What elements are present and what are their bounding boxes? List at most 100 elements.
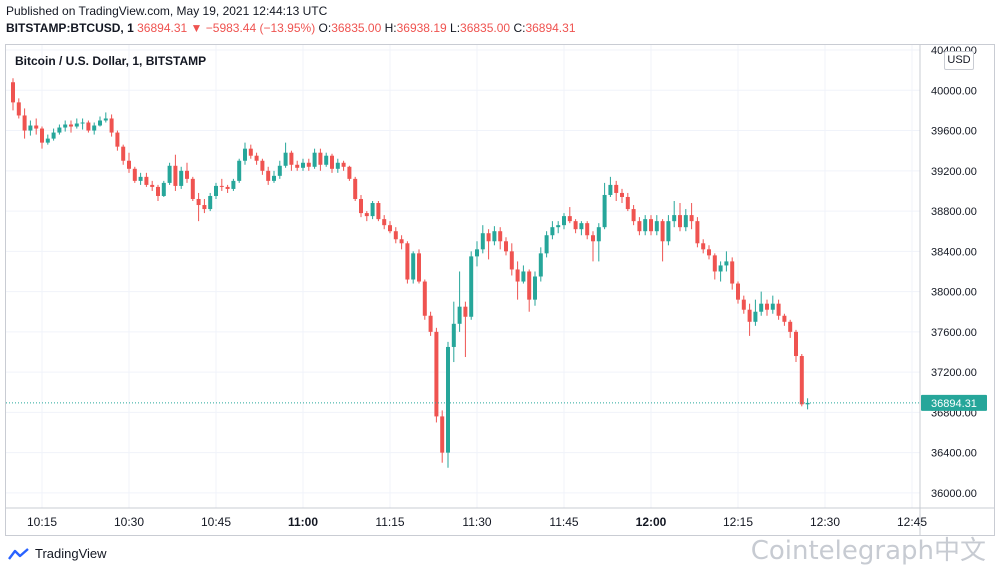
- candle-body: [794, 331, 798, 357]
- candle-body: [382, 219, 387, 226]
- candle: [243, 142, 247, 165]
- candle-body: [173, 165, 178, 186]
- candle: [301, 158, 305, 171]
- candle-body: [614, 184, 619, 193]
- candle-body: [440, 416, 445, 453]
- candle-body: [289, 152, 294, 165]
- candle-body: [34, 125, 39, 129]
- candle: [521, 265, 526, 284]
- candle-body: [399, 239, 404, 244]
- candle: [544, 231, 549, 258]
- candle: [428, 311, 433, 336]
- low-label: L:: [450, 21, 461, 35]
- candle: [695, 217, 700, 248]
- candle-body: [770, 303, 775, 310]
- candle: [567, 207, 572, 224]
- x-tick-label: 11:15: [375, 515, 404, 529]
- candle-body: [22, 115, 27, 131]
- candle-body: [492, 231, 497, 242]
- candle-body: [196, 198, 201, 206]
- low-value: 36835.00: [460, 21, 511, 35]
- candle: [776, 299, 781, 320]
- candle: [208, 192, 213, 212]
- candle: [260, 158, 265, 175]
- candle-body: [51, 132, 56, 139]
- candle-body: [625, 196, 630, 210]
- candle-body: [237, 160, 242, 181]
- candle: [596, 223, 601, 262]
- candle-body: [277, 165, 282, 176]
- candle: [22, 108, 27, 139]
- candle-body: [266, 170, 271, 181]
- candle: [237, 158, 242, 183]
- candle-body: [353, 178, 358, 199]
- candle-body: [527, 271, 532, 300]
- y-tick-label: 38000.00: [931, 287, 977, 299]
- candle-body: [306, 162, 311, 167]
- candle-body: [451, 323, 456, 347]
- candle: [312, 148, 317, 169]
- candle: [179, 166, 184, 189]
- candle: [306, 158, 311, 171]
- candle: [770, 295, 775, 314]
- candle-body: [260, 160, 265, 171]
- candle: [417, 249, 421, 284]
- close-label: C:: [513, 21, 526, 35]
- candle-body: [121, 146, 126, 161]
- candle-body: [74, 123, 79, 127]
- candle: [156, 184, 160, 202]
- candle-body: [765, 303, 769, 310]
- candle-body: [556, 225, 561, 228]
- candle-body: [701, 243, 706, 250]
- candle-body: [312, 152, 317, 167]
- candle: [370, 201, 375, 220]
- candle: [353, 176, 358, 202]
- candle-body: [11, 82, 15, 103]
- candle-body: [718, 265, 723, 272]
- candle: [254, 152, 259, 165]
- currency-badge[interactable]: USD: [944, 51, 974, 70]
- x-tick-label: 10:45: [201, 515, 231, 529]
- x-tick-label: 12:00: [636, 515, 667, 529]
- candle: [475, 241, 479, 267]
- candle-body: [57, 127, 62, 133]
- candle-body: [411, 253, 416, 280]
- candle-body: [689, 215, 694, 222]
- candle-body: [347, 166, 352, 179]
- candle: [248, 144, 253, 159]
- candle-body: [364, 213, 369, 217]
- x-tick-label: 10:30: [114, 515, 144, 529]
- candle: [562, 213, 566, 230]
- candle-body: [776, 303, 781, 316]
- high-label: H:: [384, 21, 397, 35]
- candle-body: [103, 118, 108, 121]
- candle-body: [161, 182, 166, 196]
- candle: [103, 112, 108, 123]
- candle: [643, 215, 648, 236]
- candle-body: [69, 124, 73, 127]
- candle: [672, 201, 677, 228]
- candle-body: [144, 176, 149, 185]
- candle: [741, 295, 746, 314]
- candle: [138, 172, 143, 185]
- candle: [388, 221, 392, 234]
- candle-body: [585, 223, 590, 236]
- candle: [69, 120, 73, 133]
- candle-body: [498, 231, 503, 242]
- candle: [324, 152, 329, 167]
- candle-body: [533, 276, 537, 300]
- candle: [190, 176, 195, 202]
- candle-body: [544, 235, 549, 254]
- candle-body: [631, 209, 636, 222]
- candle-body: [254, 155, 259, 161]
- candle-body: [370, 203, 375, 217]
- candle: [16, 98, 21, 119]
- y-tick-label: 38400.00: [931, 246, 977, 258]
- candle: [759, 291, 764, 316]
- candle: [434, 327, 439, 423]
- candle: [74, 118, 79, 129]
- candle-body: [753, 311, 758, 322]
- tradingview-logo[interactable]: TradingView: [8, 546, 107, 561]
- candle: [515, 261, 520, 300]
